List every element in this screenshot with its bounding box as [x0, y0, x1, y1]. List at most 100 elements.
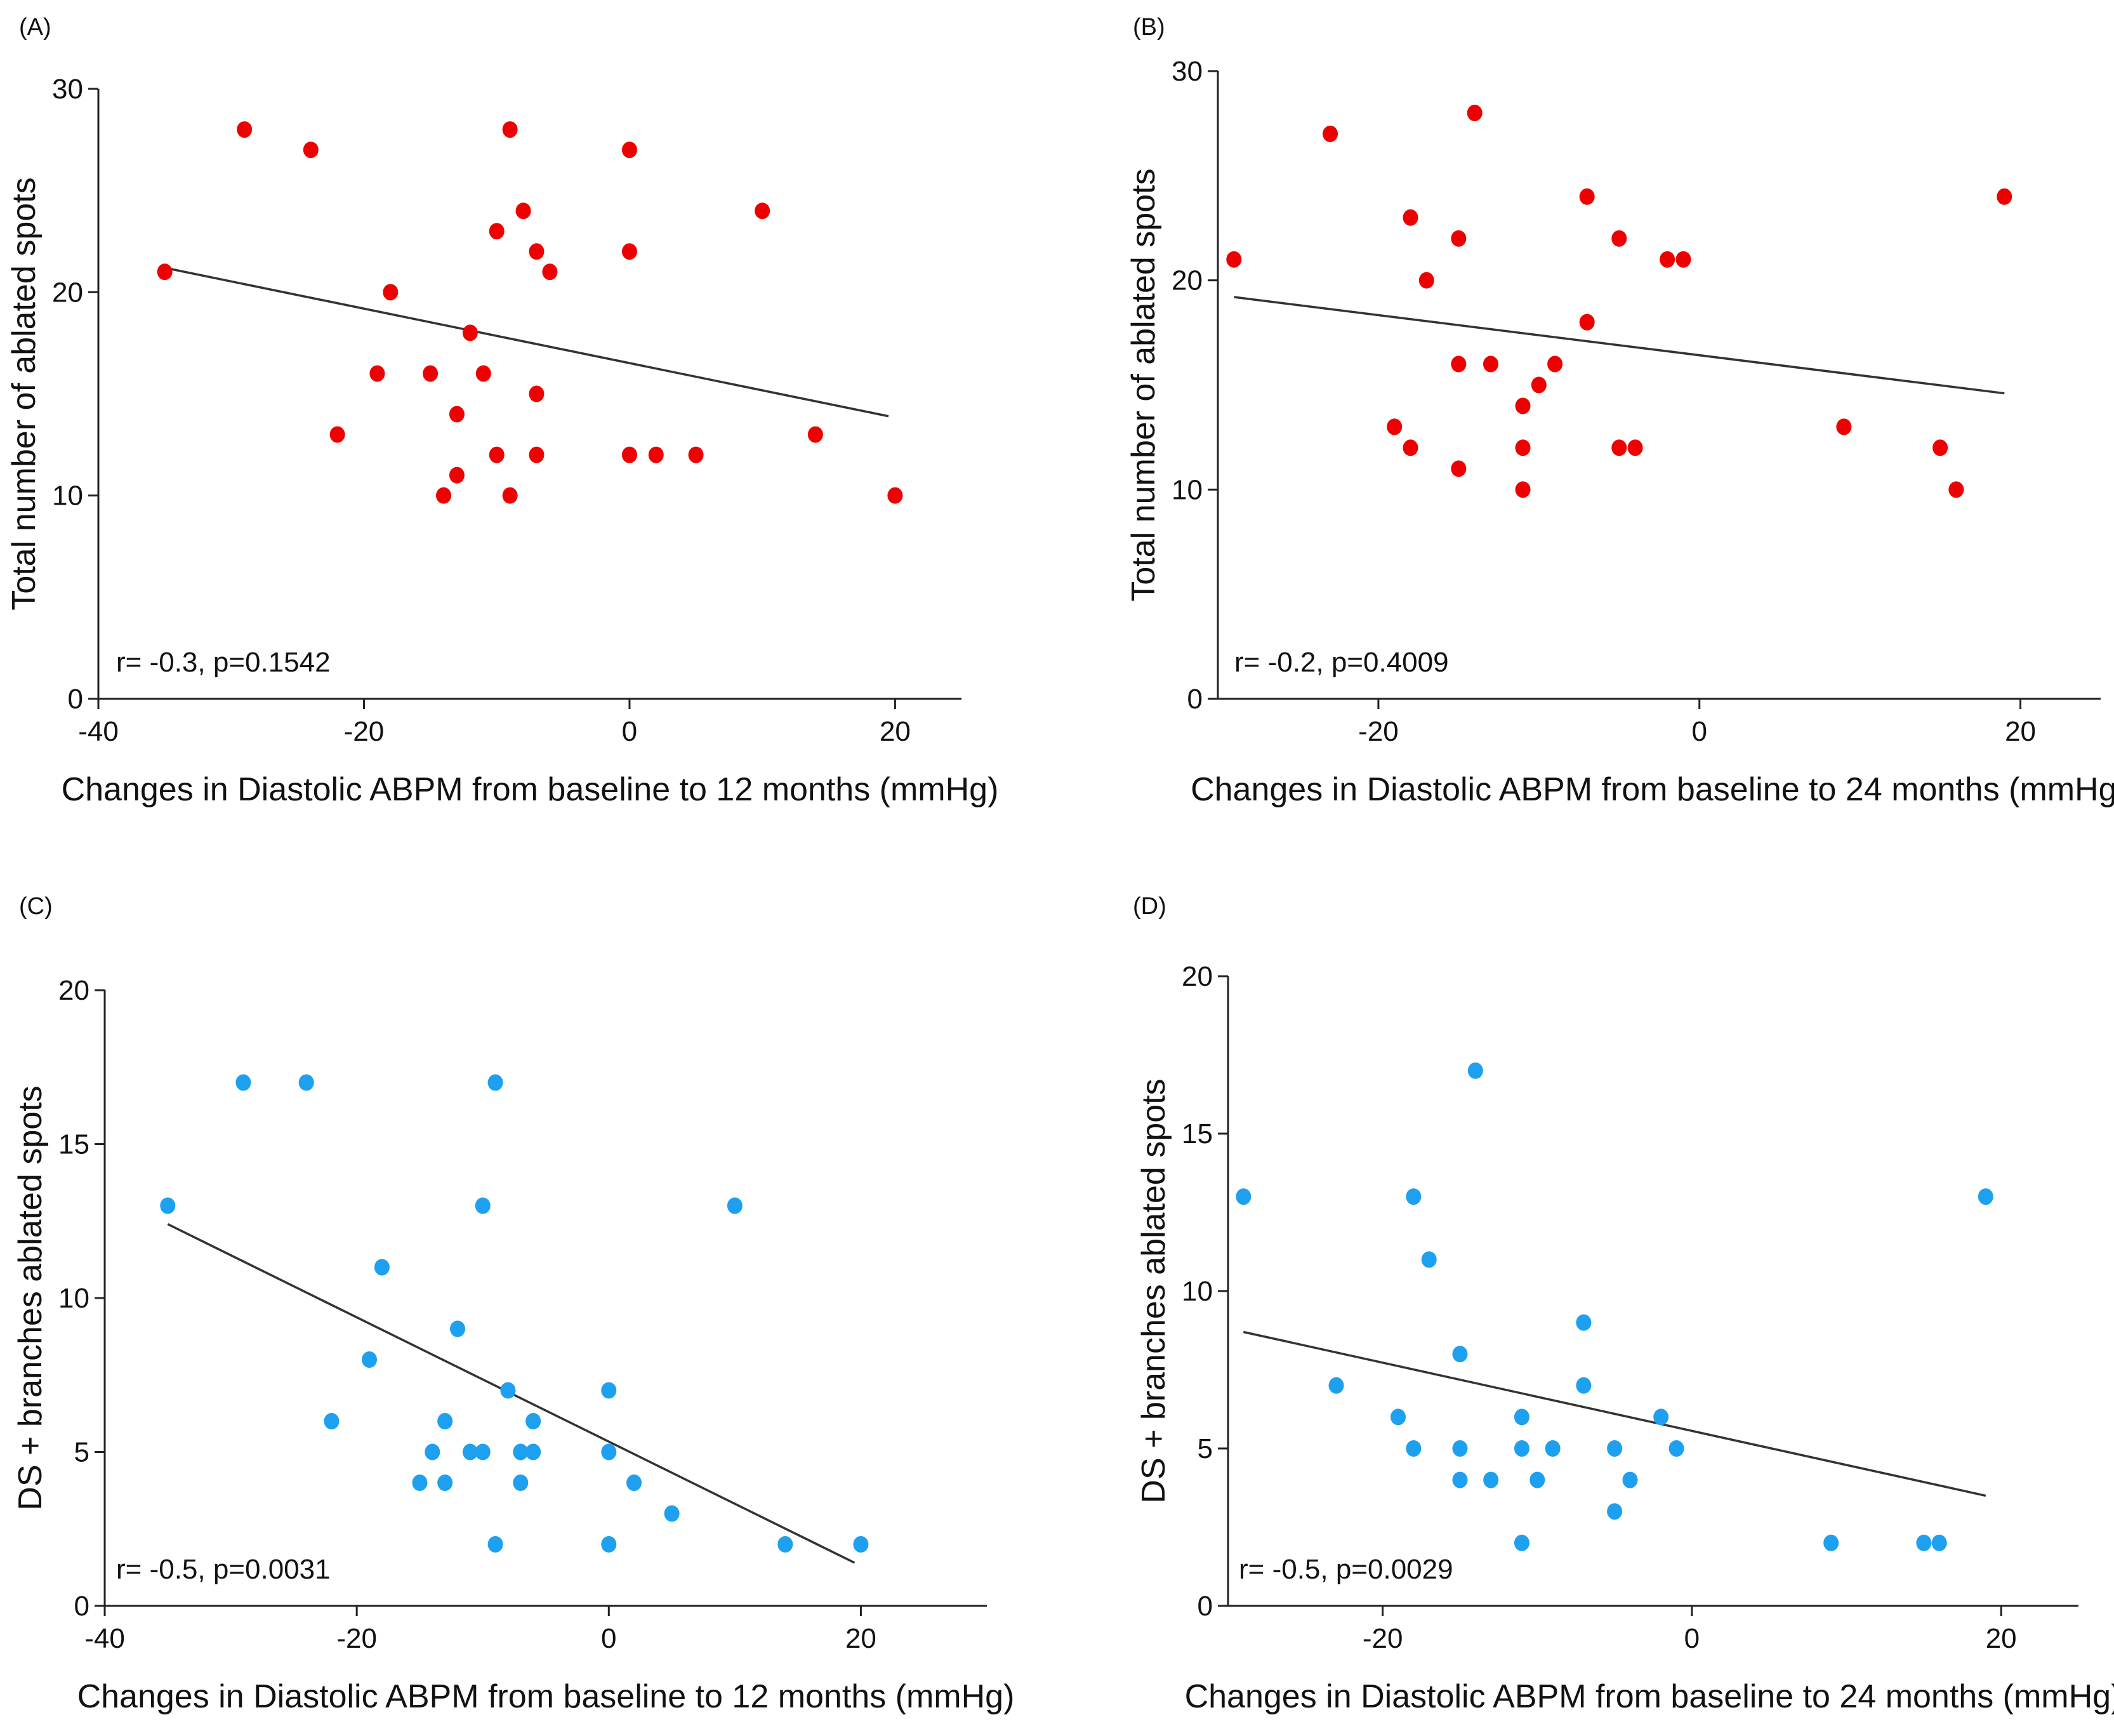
panel-a-data-point — [621, 446, 637, 463]
panel-d-data-point — [1514, 1534, 1529, 1551]
panel-d-x-tick-label: -20 — [1363, 1623, 1403, 1654]
panel-d-y-tick-label: 20 — [1182, 961, 1213, 992]
panel-c-x-tick-label: 20 — [845, 1623, 876, 1654]
panel-d-x-axis-title: Changes in Diastolic ABPM from baseline … — [1185, 1678, 2114, 1715]
panel-d-data-point — [1391, 1408, 1406, 1426]
panel-d-data-point — [1931, 1534, 1947, 1551]
panel-b-data-point — [1387, 418, 1403, 435]
panel-b-x-axis-title: Changes in Diastolic ABPM from baseline … — [1191, 771, 2114, 808]
panel-c-data-point — [525, 1413, 541, 1429]
panel-b-y-tick-label: 20 — [1172, 265, 1203, 296]
panel-b-data-point — [1611, 230, 1627, 247]
panel-a-data-point — [449, 467, 465, 484]
panel-a-data-point — [237, 121, 253, 138]
panel-d-data-point — [1576, 1377, 1592, 1394]
panel-a-data-point — [529, 446, 545, 463]
panel-a-x-tick-label: 20 — [880, 716, 911, 747]
panel-d-label: (D) — [1133, 893, 1166, 920]
panel-a-y-tick-label: 10 — [52, 480, 83, 512]
panel-d-data-point — [1328, 1377, 1344, 1394]
panel-b-y-tick-label: 0 — [1187, 684, 1203, 715]
panel-d: (D) 0 5 10 15 20 -20 0 20 Changes in Diastolic AB… — [1133, 893, 2114, 1715]
panel-c-data-point — [853, 1536, 869, 1553]
panel-d-data-point — [1452, 1440, 1468, 1457]
panel-a-data-point — [755, 202, 770, 220]
panel-c-label: (C) — [19, 893, 53, 920]
panel-b-data-point — [1323, 125, 1338, 142]
panel-c-data-point — [513, 1443, 529, 1461]
panel-c-data-point — [437, 1474, 453, 1491]
panel-d-data-point — [1406, 1188, 1422, 1205]
panel-c-data-point — [727, 1197, 743, 1214]
panel-c-data-point — [601, 1443, 617, 1461]
panel-b-data-point — [1932, 439, 1948, 456]
panel-c-data-point — [374, 1259, 390, 1276]
panel-d-data-point — [1514, 1440, 1529, 1457]
panel-d-y-tick-label: 10 — [1182, 1276, 1213, 1307]
panel-c-stats-annotation: r= -0.5, p=0.0031 — [116, 1554, 331, 1585]
panel-c-data-point — [487, 1074, 503, 1091]
panel-c-data-point — [160, 1197, 176, 1214]
panel-a-data-point — [462, 324, 478, 341]
panel-a-data-point — [502, 121, 518, 138]
panel-d-data-point — [1406, 1440, 1422, 1457]
panel-c-y-tick-label: 5 — [74, 1437, 89, 1468]
panel-d-x-tick-label: 20 — [1986, 1623, 2017, 1654]
panel-c-data-point — [626, 1474, 642, 1491]
panel-b-data-point — [1226, 251, 1242, 268]
panel-a-data-point — [157, 263, 173, 281]
panel-c-data-point — [425, 1443, 440, 1461]
panel-b-data-point — [1948, 481, 1964, 498]
panel-c-data-point — [487, 1536, 503, 1553]
panel-c-data-point — [298, 1074, 314, 1091]
panel-a-data-point — [423, 365, 439, 382]
panel-b-label: (B) — [1133, 14, 1165, 41]
panel-a-y-tick-label: 30 — [52, 74, 83, 105]
panel-c-data-point — [500, 1382, 516, 1399]
panel-b-data-point — [1418, 272, 1434, 289]
panel-a-data-point — [449, 406, 465, 423]
panel-d-y-tick-label: 0 — [1198, 1591, 1213, 1622]
panel-d-data-point — [1607, 1503, 1623, 1520]
panel-b-data-point — [1467, 104, 1483, 121]
panel-b-x-tick-label: 20 — [2005, 716, 2036, 747]
panel-a-data-point — [621, 243, 637, 260]
panel-a-data-point — [529, 385, 545, 402]
panel-c-x-tick-label: -40 — [84, 1623, 125, 1654]
panel-c-y-tick-label: 0 — [74, 1591, 89, 1622]
panel-a-data-point — [502, 487, 518, 504]
panel-b-data-point — [1451, 355, 1467, 373]
panel-b-data-point — [1579, 188, 1595, 205]
panel-c-y-tick-label: 10 — [58, 1283, 89, 1314]
panel-a-stats-annotation: r= -0.3, p=0.1542 — [116, 647, 331, 678]
panel-c-data-point — [437, 1413, 453, 1429]
panel-c-data-point — [362, 1351, 377, 1368]
panel-d-data-point — [1236, 1188, 1252, 1205]
panel-d-data-point — [1529, 1471, 1545, 1488]
panel-c-x-tick-label: 0 — [601, 1623, 616, 1654]
panel-a-regression-line — [164, 267, 889, 418]
panel-a-data-point — [542, 263, 558, 281]
panel-c-data-point — [475, 1443, 491, 1461]
panel-b-data-point — [1547, 355, 1563, 373]
panel-a-data-point — [648, 446, 664, 463]
panel-b-data-point — [1403, 209, 1418, 226]
panel-a-y-axis-title: Total number of ablated spots — [6, 177, 43, 610]
panel-c-y-tick-label: 20 — [58, 975, 89, 1006]
panel-a-data-point — [329, 426, 345, 443]
panel-c-x-tick-label: -20 — [336, 1623, 377, 1654]
panel-a-data-point — [621, 142, 637, 159]
panel-a-data-point — [436, 487, 451, 504]
panel-d-y-tick-label: 15 — [1182, 1118, 1213, 1150]
panel-c-y-tick-label: 15 — [58, 1129, 89, 1160]
panel-b: (B) 0 10 20 30 -20 0 20 Changes in Diastolic ABP… — [1125, 14, 2114, 808]
panel-b-data-point — [1403, 439, 1418, 456]
panel-d-data-point — [1668, 1440, 1684, 1457]
panel-b-data-point — [1451, 230, 1467, 247]
panel-a-data-point — [475, 365, 491, 382]
panel-b-data-point — [1531, 376, 1547, 394]
panel-d-data-point — [1452, 1471, 1468, 1488]
panel-c-y-axis-title: DS + branches ablated spots — [12, 1085, 49, 1510]
panel-b-data-point — [1515, 439, 1531, 456]
panel-a: (A) 0 10 20 30 -40 -20 0 20 Changes in Diastolic … — [6, 14, 998, 808]
